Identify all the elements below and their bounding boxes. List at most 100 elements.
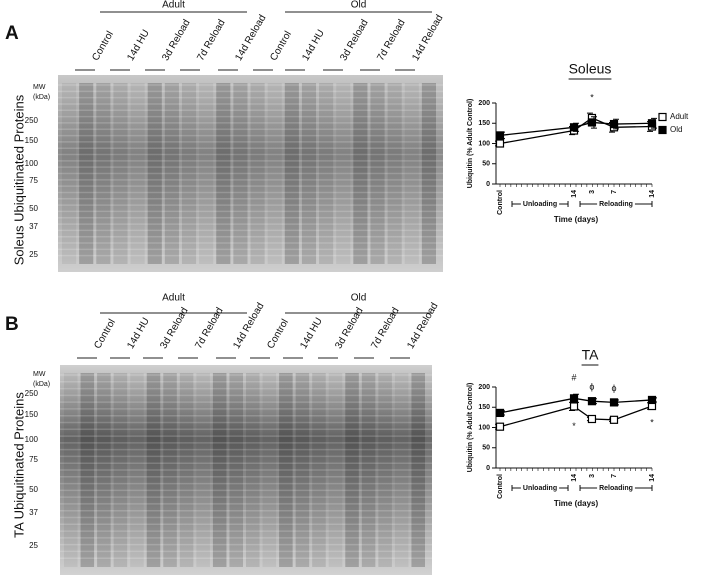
x-axis-label: Time (days) [554,499,599,508]
blot-lane [64,373,78,567]
group-label: Adult [162,293,185,304]
mw-label: 250 [25,116,39,125]
mw-label: 100 [25,159,39,168]
blot-lane [130,83,145,264]
data-point [609,415,619,424]
blot-lane [370,83,385,264]
y-tick-label: 200 [478,384,490,391]
data-point [495,422,505,431]
lane-label: Control [265,317,291,350]
data-point [587,118,597,127]
bracket-label: Reloading [599,485,633,492]
chart-title: Soleus [569,61,612,77]
blot-lane [284,83,299,264]
x-tick-label: 14 [649,474,656,482]
mw-header: (kDa) [33,381,50,388]
y-tick-label: 100 [478,140,490,147]
blot-lane [62,83,77,264]
y-tick-label: 150 [478,404,490,411]
blot-lane [312,373,326,567]
x-tick-label: 7 [611,474,618,478]
blot-lane [229,373,243,567]
bracket-label: Unloading [523,201,557,208]
mw-header: MW [33,84,46,91]
x-tick-label: 14 [571,190,578,198]
blot-lane [164,83,179,264]
data-point [495,408,505,418]
blot-lane [411,373,425,567]
blot-lane [336,83,351,264]
blot-image [60,365,432,575]
legend-marker [658,112,667,122]
y-tick-label: 50 [482,161,490,168]
blot-lane [421,83,436,264]
data-point [587,397,597,406]
blot-lane [345,373,359,567]
blot-lane [262,373,277,567]
mw-label: 75 [29,455,38,464]
legend-label: Old [670,125,682,134]
lane-label: 7d Reload [195,18,227,63]
y-tick-label: 100 [478,424,490,431]
blot-lane [267,83,282,264]
blot-lane [113,83,128,264]
x-tick-label: Control [497,190,504,215]
group-label: Adult [162,0,185,11]
data-point [587,414,597,424]
annotation: * [572,421,576,431]
blot-lane [387,83,402,264]
data-point [647,395,657,405]
blot-lane [319,83,334,264]
legend-marker [658,125,667,135]
lane-label: Control [90,29,116,62]
blot-lane [328,373,343,567]
blot-lane [181,83,197,264]
blot-lane [199,83,214,264]
mw-label: 150 [25,410,39,419]
blot-lane [404,83,419,264]
y-axis-label: Ubiquitin (% Adult Control) [467,99,474,189]
blot-lane [353,83,368,264]
blot-lane [80,373,95,567]
y-tick-label: 0 [486,465,490,472]
x-axis-label: Time (days) [554,215,599,224]
x-tick-label: 3 [589,474,596,478]
bracket-label: Unloading [523,485,557,492]
data-point [647,119,657,128]
blot-lane [233,83,248,264]
blot-y-label: Soleus Ubiquitinated Proteins [11,94,26,265]
blot-image [58,75,443,272]
x-tick-label: 14 [649,190,656,198]
group-label: Old [351,293,367,304]
data-point [569,123,579,132]
x-tick-label: Control [497,474,504,499]
blot-lane [163,373,177,567]
chart-title: TA [582,347,600,363]
blot-lane [96,83,111,264]
y-tick-label: 200 [478,100,490,107]
lane-label: 14d Reload [233,13,268,63]
lane-label: 14d Reload [405,301,440,351]
blot-lane [394,373,409,567]
x-tick-label: 3 [589,190,596,194]
group-label: Old [351,0,367,11]
lane-label: 3d Reload [160,18,192,63]
data-point [569,402,579,411]
lane-label: 14d HU [300,28,326,63]
blot-lane [216,83,231,264]
blot-lane [196,373,210,567]
lane-label: 14d HU [125,316,151,351]
mw-label: 37 [29,508,38,517]
bracket-gap [597,200,635,208]
blot-lane [301,83,317,264]
blot-lane [147,83,162,264]
blot-lane [97,373,111,567]
mw-label: 250 [25,389,39,398]
lane-label: 14d Reload [410,13,445,63]
blot-lane [146,373,161,567]
data-point [495,139,505,148]
blot-lane [179,373,194,567]
x-tick-label: 7 [611,190,618,194]
mw-label: 100 [25,435,39,444]
